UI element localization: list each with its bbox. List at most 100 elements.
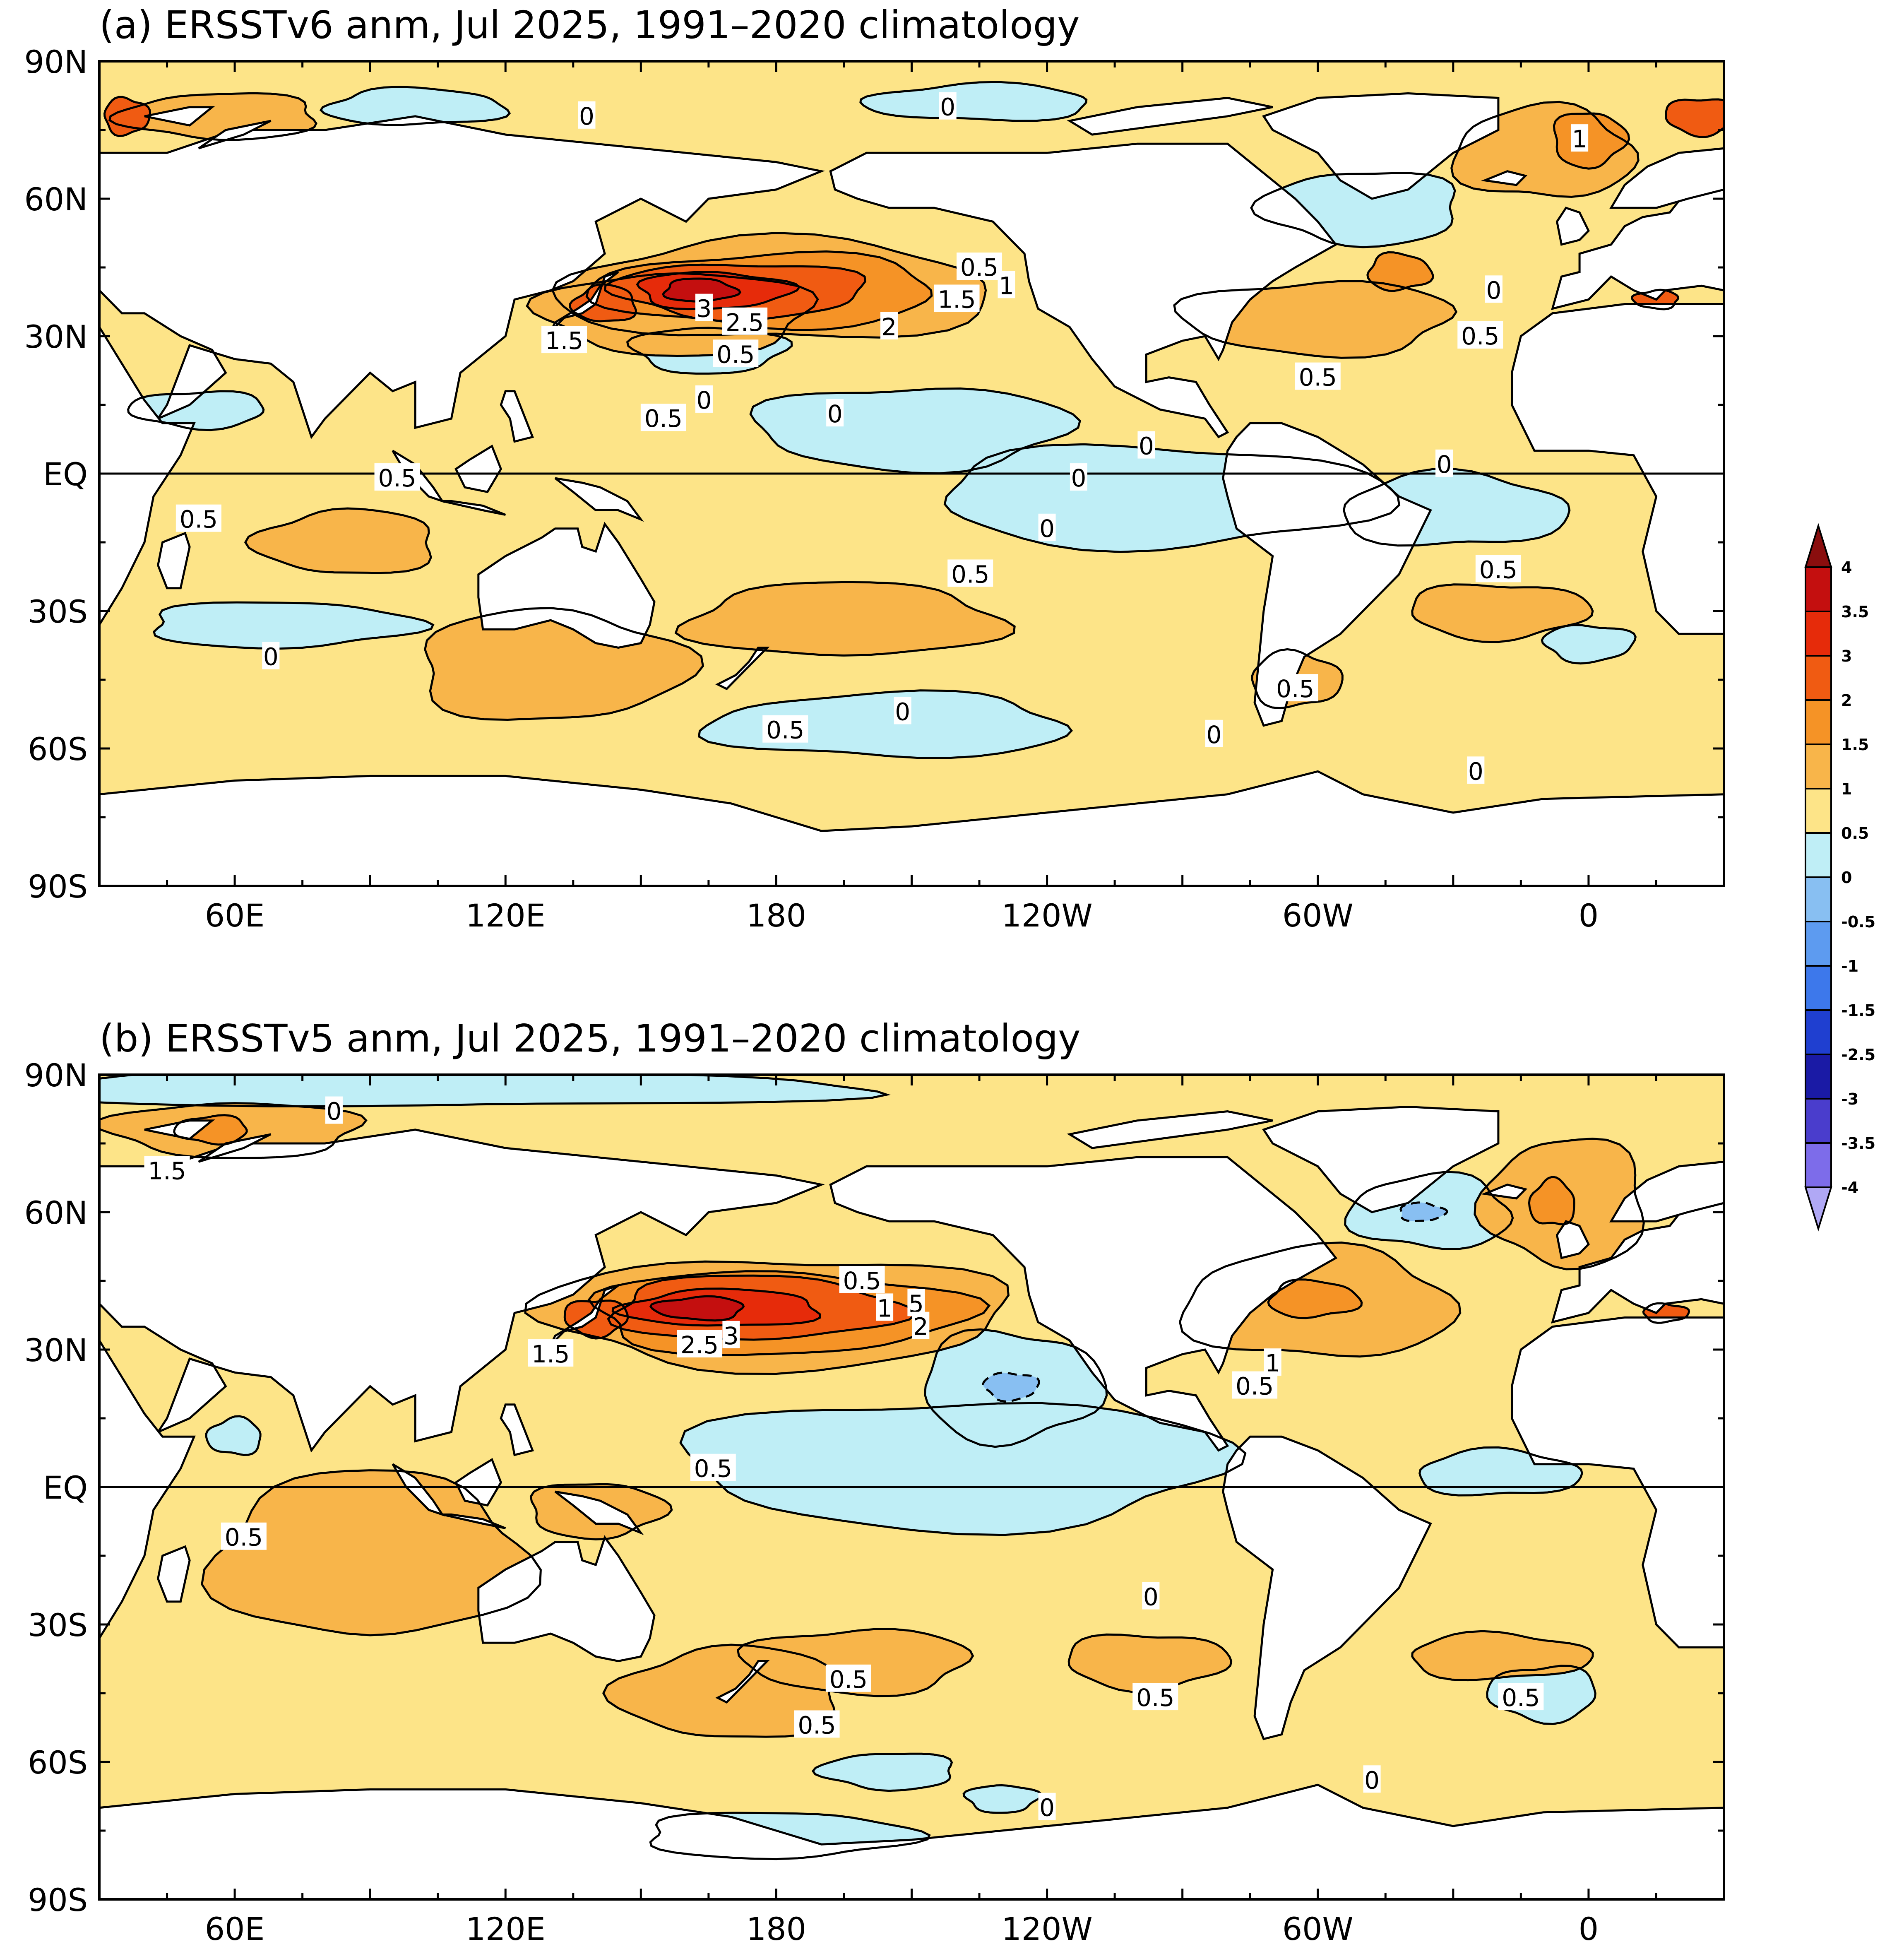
colorbar-label: -3 — [1841, 1090, 1858, 1108]
zero-contour — [943, 443, 1401, 553]
landmass-madagascar — [157, 1545, 191, 1603]
anomaly-contour — [737, 1628, 974, 1697]
y-tick-label: 60N — [24, 1194, 88, 1231]
contour-label-background — [825, 1664, 871, 1692]
contour-label: 0.5 — [1502, 1684, 1540, 1712]
anomaly-region — [650, 1296, 744, 1321]
contour-label-background — [1457, 321, 1503, 349]
zero-contour — [1343, 468, 1571, 547]
zero-contour — [962, 1784, 1042, 1814]
landmass-scandinavia — [1609, 147, 1724, 209]
colorbar-segment — [1805, 965, 1832, 1011]
colorbar-segment — [1805, 744, 1832, 789]
contour-label: 1.5 — [545, 327, 583, 355]
y-tick-label: 90S — [28, 1882, 88, 1918]
contour-label-background — [541, 326, 587, 354]
contour-label: 0 — [263, 643, 279, 671]
anomaly-contour — [603, 263, 866, 322]
contour-label-background — [826, 399, 844, 427]
anomaly-region — [206, 1416, 261, 1455]
contour-label-background — [1137, 431, 1155, 459]
landmass-eurasia — [99, 1129, 825, 1453]
anomaly-region — [321, 87, 510, 125]
landmass-novaya — [198, 1133, 272, 1163]
landmass-iceland — [1481, 1183, 1528, 1200]
contour-label: 0.5 — [766, 716, 804, 744]
contour-label: 0.5 — [951, 560, 989, 588]
anomaly-contour — [1366, 251, 1434, 292]
x-tick-label: 60E — [205, 897, 265, 934]
anomaly-contour — [108, 92, 317, 141]
anomaly-contour — [1178, 1241, 1462, 1358]
colorbar: 4 3.5 3 2 1.5 1 0.5 0 -0.5 -1 -1.5 -2.5 -3 -3.5 -4 — [1804, 523, 1875, 1232]
contour-label: 1.5 — [148, 1157, 186, 1185]
contour-label-background — [876, 1293, 894, 1321]
anomaly-contour — [103, 96, 151, 137]
contour-label: 2.5 — [680, 1331, 719, 1359]
zero-contour — [649, 1812, 931, 1860]
colorbar-segment — [1805, 699, 1832, 745]
contour-label: 0 — [895, 698, 910, 726]
colorbar-label: -2.5 — [1841, 1046, 1875, 1064]
contour-label: 0.5 — [716, 340, 755, 368]
zero-contour — [99, 1075, 891, 1107]
colorbar-bottom-arrow — [1804, 1186, 1832, 1232]
anomaly-region — [154, 602, 433, 649]
contour-label: 0.5 — [1479, 556, 1517, 584]
contour-label-background — [677, 1330, 723, 1357]
landmass-canada_isl — [1067, 96, 1273, 136]
x-tick-label: 0 — [1579, 1911, 1599, 1947]
contour-label: 1 — [877, 1294, 892, 1322]
contour-label-background — [1038, 1793, 1056, 1820]
contour-label: 3 — [724, 1322, 739, 1350]
contour-label-background — [939, 92, 957, 120]
anomaly-contour — [1251, 648, 1344, 710]
contour-label-background — [762, 715, 808, 743]
contour-label-background — [695, 294, 713, 321]
landmass-philippines — [500, 1403, 534, 1456]
colorbar-label: -1 — [1841, 957, 1858, 975]
y-tick-label: 60N — [24, 181, 88, 218]
landmass-png — [554, 477, 644, 522]
contour-label-background — [1070, 463, 1087, 491]
landmass-eurasia — [99, 115, 825, 439]
contour-label-background — [1295, 362, 1341, 390]
anomaly-region — [680, 1403, 1245, 1535]
colorbar-segment — [1805, 876, 1832, 922]
colorbar-label: 3 — [1841, 647, 1852, 665]
panel-a-contour-labels: 0 010.511.53 2.5 20.51.500.5 00.50.50000.500… — [175, 92, 1589, 785]
y-tick-label: 30S — [28, 1607, 88, 1644]
contour-label: 1.5 — [938, 285, 976, 313]
contour-label-background — [262, 642, 280, 669]
contour-label-background — [1571, 124, 1589, 152]
colorbar-label: 0.5 — [1841, 824, 1869, 842]
colorbar-label: 3.5 — [1841, 603, 1869, 621]
landmass-indonesia2 — [442, 500, 506, 516]
y-tick-label: 90N — [24, 1057, 88, 1094]
colorbar-segment — [1805, 1098, 1832, 1144]
contour-label-background — [325, 1096, 343, 1124]
contour-label: 0.5 — [1461, 322, 1499, 350]
anomaly-contour — [244, 507, 432, 574]
y-tick-label: 60S — [28, 731, 88, 768]
anomaly-contour — [569, 283, 637, 322]
landmass-africa — [99, 1338, 196, 1640]
landmass-borneo — [454, 444, 502, 493]
colorbar-segment — [1805, 1142, 1832, 1188]
anomaly-contour — [1474, 1138, 1645, 1271]
colorbar-segment — [1805, 1054, 1832, 1100]
panel-a-axes: 60E 120E 180 120W 60W 0 90N 60N 30N EQ 30S 60S 90S — [24, 43, 1725, 934]
panel-b-map — [99, 1075, 1724, 1899]
colorbar-label: -0.5 — [1841, 913, 1875, 931]
landmass-svalbard — [144, 1119, 215, 1140]
contour-label-background — [907, 1289, 925, 1316]
contour-label-background — [722, 307, 768, 335]
anomaly-region — [738, 1629, 973, 1697]
anomaly-contour — [982, 1372, 1040, 1403]
contour-label-background — [998, 271, 1015, 298]
landmass-australia — [477, 522, 656, 649]
contour-label: 0 — [940, 93, 955, 121]
y-tick-label: EQ — [43, 456, 88, 493]
contour-label-background — [1038, 513, 1056, 541]
contour-label-background — [578, 101, 596, 129]
